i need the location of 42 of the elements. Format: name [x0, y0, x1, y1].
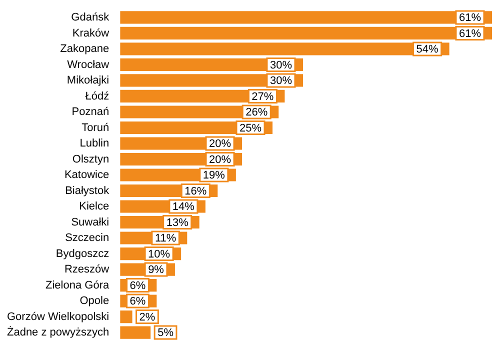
y-tick-label: Zakopane [60, 43, 110, 56]
data-label: 5% [158, 327, 174, 340]
y-tick-label: Gorzów Wielkopolski [7, 310, 110, 323]
data-label: 26% [246, 106, 268, 119]
data-label: 30% [270, 75, 292, 88]
y-tick-label: Gdańsk [71, 12, 110, 24]
y-tick-label: Wrocław [67, 58, 110, 71]
y-tick-label: Suwałki [71, 216, 110, 228]
y-tick-label: Rzeszów [64, 264, 110, 276]
y-tick-label: Kielce [79, 200, 110, 213]
y-tick-label: Katowice [64, 169, 110, 182]
y-tick-label: Szczecin [65, 232, 110, 244]
data-label: 6% [130, 296, 146, 308]
data-label: 11% [154, 232, 176, 245]
data-label: 13% [166, 216, 189, 229]
data-label: 14% [172, 201, 195, 214]
data-label: 61% [458, 28, 482, 40]
data-label: 2% [139, 311, 156, 324]
data-label: 6% [130, 280, 146, 292]
y-tick-label: Mikołajki [66, 74, 110, 87]
y-tick-label: Białystok [65, 184, 110, 197]
data-label: 61% [458, 12, 482, 24]
y-tick-label: Bydgoszcz [56, 248, 110, 260]
data-label: 20% [209, 138, 232, 150]
y-tick-label: Żadne z powyższych [6, 326, 110, 339]
data-label: 19% [202, 170, 226, 182]
y-tick-label: Poznań [72, 106, 110, 118]
data-label: 30% [270, 59, 292, 72]
data-label: 10% [148, 248, 170, 260]
y-tick-label: Toruń [82, 122, 110, 134]
data-label: 54% [416, 44, 439, 56]
y-tick-label: Zielona Góra [46, 279, 110, 292]
y-tick-label: Lublin [80, 138, 110, 150]
y-tick-label: Olsztyn [72, 153, 110, 166]
data-label: 20% [209, 154, 232, 166]
y-tick-label: Łódź [85, 90, 110, 102]
y-tick-label: Kraków [72, 27, 110, 40]
data-label: 16% [184, 185, 207, 198]
y-tick-label: Opole [80, 295, 110, 308]
data-label: 27% [252, 90, 274, 103]
data-label: 9% [148, 264, 164, 276]
data-label: 25% [239, 122, 262, 134]
